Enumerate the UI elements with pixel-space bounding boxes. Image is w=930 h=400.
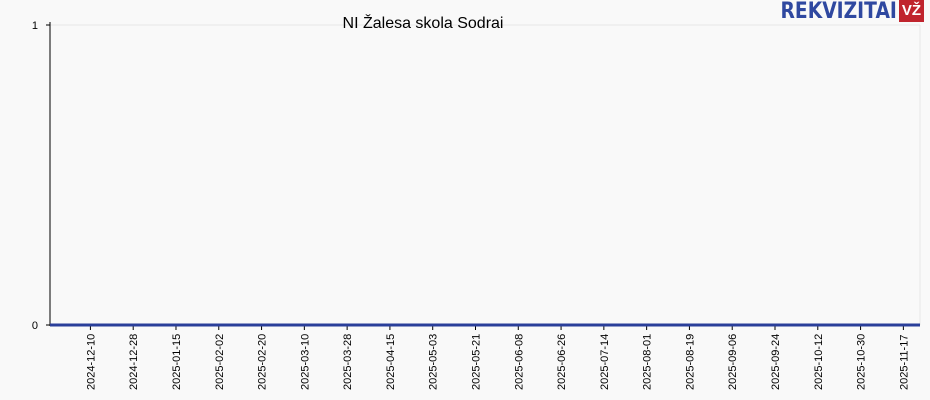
rekvizitai-logo[interactable]: REKVIZITAI VŽ (760, 0, 924, 24)
chart-title: NI Žalesa skola Sodrai (342, 15, 504, 32)
x-tick-label: 2025-05-21 (470, 334, 482, 390)
x-tick-label: 2025-03-28 (342, 334, 354, 390)
x-tick-label: 2025-09-06 (727, 334, 739, 390)
x-tick-label: 2025-02-20 (257, 334, 269, 390)
x-tick-label: 2025-03-10 (299, 334, 311, 390)
x-tick-label: 2025-08-19 (684, 334, 696, 390)
x-tick-label: 2025-08-01 (642, 334, 654, 390)
x-tick-label: 2025-09-24 (770, 334, 782, 390)
x-tick-label: 2025-06-26 (556, 334, 568, 390)
x-tick-label: 2025-01-15 (171, 334, 183, 390)
x-tick-label: 2024-12-10 (85, 334, 97, 390)
logo-text: REKVIZITAI (780, 0, 897, 24)
x-tick-label: 2025-05-03 (428, 334, 440, 390)
x-tick-label: 2025-02-02 (214, 334, 226, 390)
x-tick-label: 2025-10-30 (856, 334, 868, 390)
y-tick-label: 1 (32, 20, 38, 32)
logo-badge: VŽ (898, 0, 924, 22)
x-tick-label: 2025-06-08 (513, 334, 525, 390)
x-tick-label: 2025-07-14 (599, 334, 611, 390)
y-tick-label: 0 (32, 320, 38, 332)
x-tick-label: 2025-10-12 (813, 334, 825, 390)
x-tick-label: 2025-04-15 (385, 334, 397, 390)
x-tick-label: 2025-11-17 (898, 335, 910, 390)
x-tick-label: 2024-12-28 (128, 334, 140, 390)
